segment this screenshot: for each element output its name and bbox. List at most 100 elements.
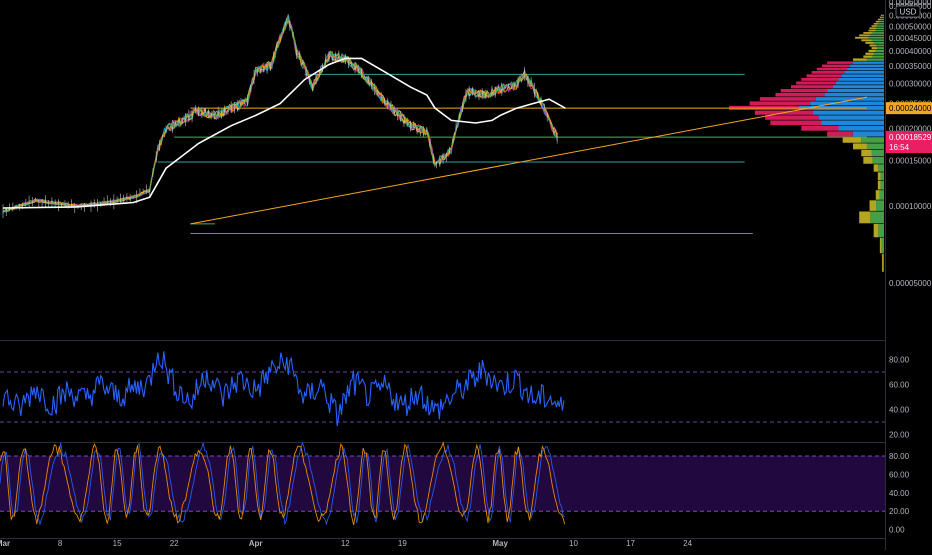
volume-profile-bar-sell [863,32,873,34]
time-tick-label: 8 [58,539,63,548]
volume-profile-bar-buy [876,44,884,47]
time-tick-label: 17 [626,539,635,548]
stoch-tick-label: 60.00 [889,470,910,479]
volume-profile-bar-buy [876,200,884,211]
volume-profile-bar-sell [770,120,822,126]
volume-profile-bar-buy [871,149,884,157]
volume-profile-bar-sell [873,164,879,172]
stoch-tick-label: 40.00 [889,489,910,498]
volume-profile-bar-buy [835,81,884,85]
volume-profile-bar-buy [866,58,884,61]
volume-profile-bar-sell [801,125,839,131]
volume-profile-bar-sell [749,101,811,106]
volume-profile-bar-sell [868,29,876,32]
volume-profile-bar-buy [824,92,884,97]
volume-profile-bar-sell [865,52,874,55]
stoch-pane[interactable] [0,441,885,527]
price-tick-label: 0.00020000 [889,124,932,133]
time-tick-label: 22 [170,539,179,548]
volume-profile-bar-sell [869,44,877,47]
time-axis[interactable]: Mar 8 15 22 Apr 12 19 May 10 17 24 [0,539,693,548]
price-tick-label: 0.00010000 [889,202,932,211]
price-tick-label: 0.00030000 [889,79,932,88]
rsi-line[interactable] [2,351,565,427]
volume-profile-bar-sell [863,156,873,164]
orange-level-label: 0.00024000 [889,104,932,113]
volume-profile-bar-sell [861,39,872,42]
volume-profile-bar-sell [871,47,878,50]
stoch-line[interactable] [0,441,565,527]
volume-profile-bar-buy [881,237,884,254]
time-tick-label: 15 [113,539,122,548]
volume-profile-bar-buy [880,172,884,181]
volume-profile-bar-sell [855,36,869,39]
last-price-marker[interactable] [886,131,932,154]
volume-profile-bar-sell [879,237,882,254]
volume-profile-bar-sell [765,115,819,120]
volume-profile-bar-sell [822,64,850,68]
volume-profile-bar-buy [812,110,884,115]
price-pane[interactable] [2,13,884,272]
price-tick-label: 0.00040000 [889,47,932,56]
volume-profile-bar-buy [872,32,884,34]
volume-profile-bar-buy [878,23,884,25]
volume-profile-bar-buy [873,52,884,55]
volume-profile-bar-buy [844,70,884,74]
volume-profile-bar-sell [869,27,877,30]
volume-profile-bar-sell [853,58,867,61]
volume-profile-bar-buy [821,120,884,126]
volume-profile-bar-sell [811,70,845,74]
volume-profile-bar-sell [875,190,880,200]
volume-profile-bar-buy [875,29,884,32]
volume-profile-bar-buy [871,39,884,42]
volume-profile-bar-buy [882,14,884,17]
volume-profile-bar-sell [875,20,880,23]
volume-profile-bar-buy [873,41,884,44]
volume-profile-bar-buy [852,131,884,137]
volume-profile-bar-buy [882,253,884,272]
volume-profile-bar-buy [815,97,884,101]
volume-profile-bar-buy [879,20,884,23]
volume-profile-bar-buy [870,34,884,37]
volume-profile-bar-sell [859,211,871,224]
stoch-tick-label: 20.00 [889,507,910,516]
countdown-label: 16:54 [889,143,910,152]
price-tick-label: 0.00015000 [889,157,932,166]
volume-profile-bar-sell [881,253,883,272]
volume-profile-bar-buy [872,55,884,58]
rsi-tick-label: 80.00 [889,356,910,365]
last-price-label: 0.00018529 [889,133,932,142]
volume-profile-bar-sell [879,16,882,19]
volume-profile-bar-buy [879,190,884,200]
volume-profile-bar-buy [878,164,884,172]
rsi-tick-label: 60.00 [889,381,910,390]
currency-label: USD [900,8,917,17]
volume-profile-bar-sell [796,81,836,85]
rsi-pane[interactable] [0,351,885,427]
trendline[interactable] [190,96,867,225]
stoch-line[interactable] [0,441,566,526]
moving-average-line[interactable] [2,57,566,209]
time-tick-label: Apr [249,539,263,548]
volume-profile-bar-sell [868,49,876,53]
price-axis[interactable]: 0.00005000 0.00010000 0.00015000 0.00020000… [886,0,932,550]
rsi-tick-label: 20.00 [889,431,910,440]
orange-level-marker[interactable] [886,102,932,115]
rsi-tick-label: 40.00 [889,406,910,415]
volume-profile-bar-buy [852,61,884,64]
currency-badge[interactable] [895,5,921,18]
volume-profile-bar-sell [827,131,853,137]
volume-profile-bar-buy [868,36,884,39]
volume-profile-bar-buy [810,101,884,106]
stoch-tick-label: 80.00 [889,452,910,461]
volume-profile-bar-buy [876,27,884,30]
volume-profile-bar-sell [775,92,825,97]
volume-profile-bar-sell [871,25,878,27]
volume-profile-bar-sell [853,143,867,150]
price-tick-label: 0.00005000 [889,279,932,288]
volume-profile-bar-sell [873,23,879,25]
volume-profile-bar-sell [873,223,879,238]
time-tick-label: 19 [398,539,407,548]
